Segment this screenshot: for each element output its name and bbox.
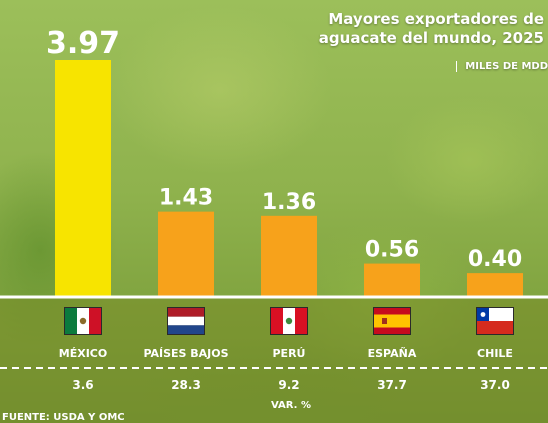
bar-1 [55, 60, 111, 297]
var-pct-label-2: 28.3 [171, 378, 201, 392]
category-label-5: CHILE [477, 347, 513, 360]
value-label-4: 0.56 [365, 238, 419, 263]
chart-subtitle: MILES DE MDD [456, 61, 548, 72]
category-label-3: PERÚ [273, 347, 306, 360]
category-label-2: PAÍSES BAJOS [143, 347, 228, 360]
var-pct-caption: VAR. % [271, 400, 311, 411]
value-label-2: 1.43 [159, 186, 213, 211]
value-label-5: 0.40 [468, 247, 522, 272]
spain-flag-icon [373, 307, 411, 335]
var-pct-label-4: 37.7 [377, 378, 407, 392]
bar-4 [364, 263, 420, 297]
bar-3 [261, 215, 317, 297]
chart-title-line-2: aguacate del mundo, 2025 [318, 29, 544, 47]
category-label-4: ESPAÑA [368, 347, 417, 360]
chart-title: Mayores exportadores de aguacate del mun… [319, 10, 544, 48]
peru-flag-icon [270, 307, 308, 335]
var-pct-label-3: 9.2 [278, 378, 299, 392]
netherlands-flag-icon [167, 307, 205, 335]
source-note: FUENTE: USDA Y OMC [2, 412, 125, 423]
bar-5 [467, 273, 523, 297]
var-pct-label-5: 37.0 [480, 378, 510, 392]
value-label-3: 1.36 [262, 190, 316, 215]
mexico-flag-icon [64, 307, 102, 335]
chile-flag-icon [476, 307, 514, 335]
value-label-1: 3.97 [46, 26, 120, 61]
chart-title-line-1: Mayores exportadores de [328, 10, 544, 28]
bar-2 [158, 211, 214, 297]
category-label-1: MÉXICO [59, 347, 107, 360]
var-pct-label-1: 3.6 [72, 378, 93, 392]
